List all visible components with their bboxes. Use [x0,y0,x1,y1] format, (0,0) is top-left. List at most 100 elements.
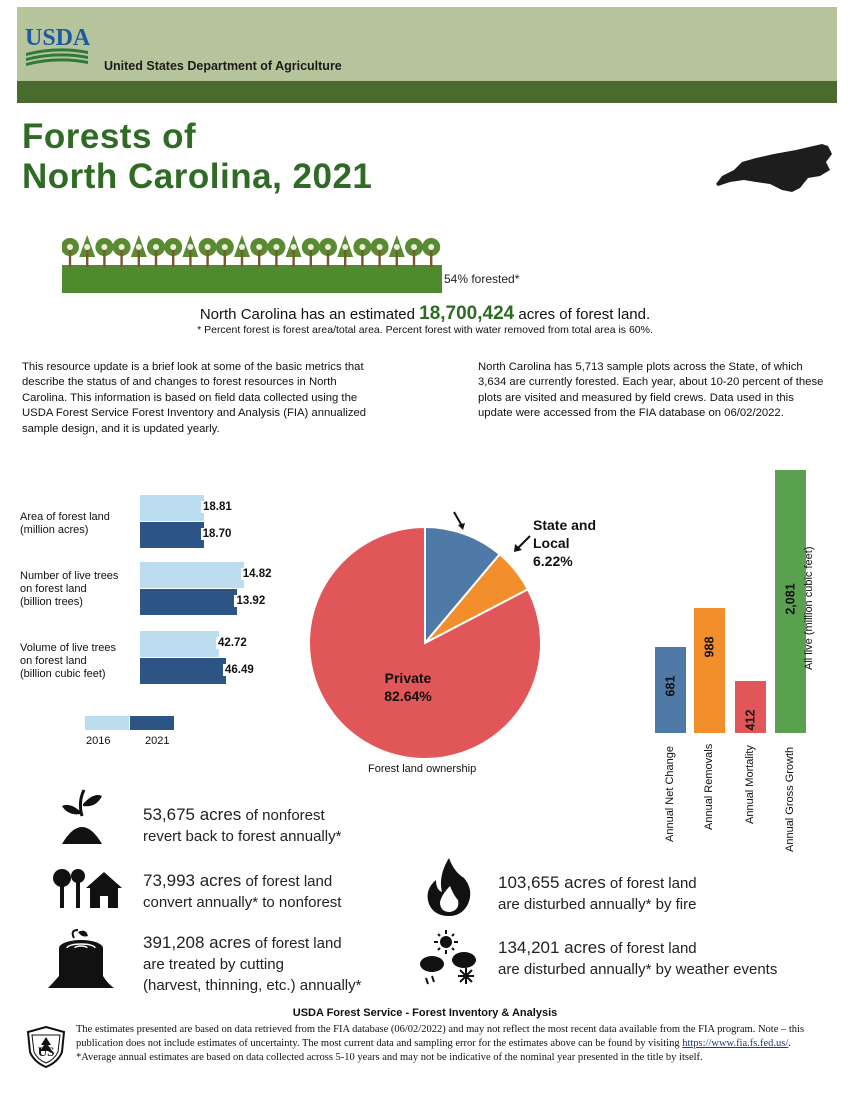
tree-icon [198,238,217,267]
percent-forest-note: * Percent forest is forest area/total ar… [197,324,653,336]
stat-cutting: 391,208 acres of forest land are treated… [143,932,361,996]
stat-cutting-number: 391,208 acres [143,933,251,952]
stat-cutting-text2: are treated by cutting [143,956,284,973]
hbar-2021 [140,658,226,684]
hbar-value-label: 18.81 [200,501,234,513]
pie-caption: Forest land ownership [368,763,477,775]
pie-callout-arrows [453,511,531,552]
hbar-value-label: 18.70 [200,528,234,540]
stat-revert-text1: of nonforest [245,807,325,824]
tree-icon [164,238,183,267]
stat-convert: 73,993 acres of forest land convert annu… [143,870,341,913]
footer-disclaimer: The estimates presented are based on dat… [76,1024,805,1049]
vbar-category-label: Annual Mortality [744,745,756,824]
hbar-2016 [140,562,244,588]
tree-icon [79,235,96,267]
north-carolina-map-icon [716,144,832,192]
footer-annual-note: *Average annual estimates are based on d… [76,1052,703,1063]
summary-suffix: acres of forest land. [518,306,651,323]
stat-revert-number: 53,675 acres [143,805,242,824]
vbar-value-label: 681 [663,675,678,697]
hbar-category-label: Area of forest land (million acres) [20,511,110,536]
tree-icon [285,235,302,267]
tree-icon [62,238,79,267]
stat-fire-number: 103,655 acres [498,873,606,892]
tree-icon [250,238,269,267]
forest-ground [62,265,442,293]
hbar-value-label: 46.49 [223,664,256,676]
percent-forested-label: 54% forested* [444,272,520,286]
hbar-value-label: 14.82 [240,568,274,580]
tree-icon [319,238,337,267]
tree-icon [337,235,354,267]
tree-icon [405,238,423,267]
summary-acres: 18,700,424 [419,303,515,324]
weather-icon [420,930,476,985]
forest-strip [62,235,442,293]
legend-label-2021: 2021 [145,735,170,747]
tree-icon [112,238,131,267]
tree-icon [130,235,147,267]
stat-weather-number: 134,201 acres [498,938,606,957]
tree-icon [353,238,372,267]
tree-icon [388,235,405,267]
seedling-icon [62,789,102,844]
stat-cutting-text1: of forest land [254,935,342,952]
stat-fire: 103,655 acres of forest land are disturb… [498,872,697,915]
summary-prefix: North Carolina has an estimated [199,306,415,323]
pie-slice-private [308,525,542,760]
tree-icon [234,235,250,267]
stat-weather-text1: of forest land [609,940,697,957]
ownership-pie-chart [308,525,542,760]
summary-statement: North Carolina has an estimated 18,700,4… [0,303,850,325]
title-line-2: North Carolina, 2021 [22,157,373,196]
vbar-value-label: 412 [743,709,758,731]
tree-icon [267,238,286,267]
stat-convert-number: 73,993 acres [143,871,242,890]
hbar-value-label: 13.92 [234,595,268,607]
hbar-2021 [140,589,238,615]
tree-icon [370,238,389,267]
usda-logo: USDA [25,25,90,66]
hbar-value-label: 42.72 [216,637,249,649]
tree-icon [422,238,441,267]
stat-convert-text1: of forest land [245,873,333,890]
vbar-annual-gross-growth [775,470,806,733]
pie-label-state-name: State and Local [533,517,597,551]
tree-icon [215,238,234,267]
vbar-value-label: 2,081 [783,583,798,615]
pie-slice-federal [424,525,502,646]
intro-paragraph: This resource update is a brief look at … [22,361,367,435]
usda-logo-text: USDA [25,25,90,51]
stat-weather: 134,201 acres of forest land are disturb… [498,937,777,980]
vbar-category-label: Annual Removals [703,743,715,830]
stat-fire-text2: are disturbed annually* by fire [498,896,697,913]
pie-label-private: Private 82.64% [380,669,436,705]
badge-text: US [38,1044,55,1059]
stat-convert-text2: convert annually* to nonforest [143,894,342,911]
hbar-category-label: Volume of live trees on forest land (billi… [20,642,116,680]
tree-icon [301,238,320,267]
legend-swatch-2016 [85,716,129,730]
legend-swatch-2021 [130,716,174,730]
legend-label-2016: 2016 [86,735,111,747]
fia-link[interactable]: https://www.fia.fs.fed.us/ [682,1038,789,1049]
header-banner [17,7,837,81]
stat-fire-text1: of forest land [609,875,697,892]
hbar-category-label: Number of live trees on forest land (billi… [20,570,119,608]
forest-service-badge-icon: US [26,1026,66,1068]
hbar-2016 [140,631,220,657]
tree-icon [147,238,165,267]
hbar-2021 [140,522,204,548]
stat-revert-text2: revert back to forest annually* [143,828,342,845]
hbar-2016 [140,495,204,521]
pie-label-private-name: Private [384,670,432,686]
vbar-annual-removals [694,608,725,733]
stump-icon [48,929,114,988]
fire-icon [427,858,471,916]
footer-text: The estimates presented are based on dat… [76,1023,816,1065]
tree-house-icon [53,869,122,908]
pie-label-state-value: 6.22% [533,553,573,569]
vbar-annual-mortality [735,680,766,733]
tree-icon [182,235,199,267]
